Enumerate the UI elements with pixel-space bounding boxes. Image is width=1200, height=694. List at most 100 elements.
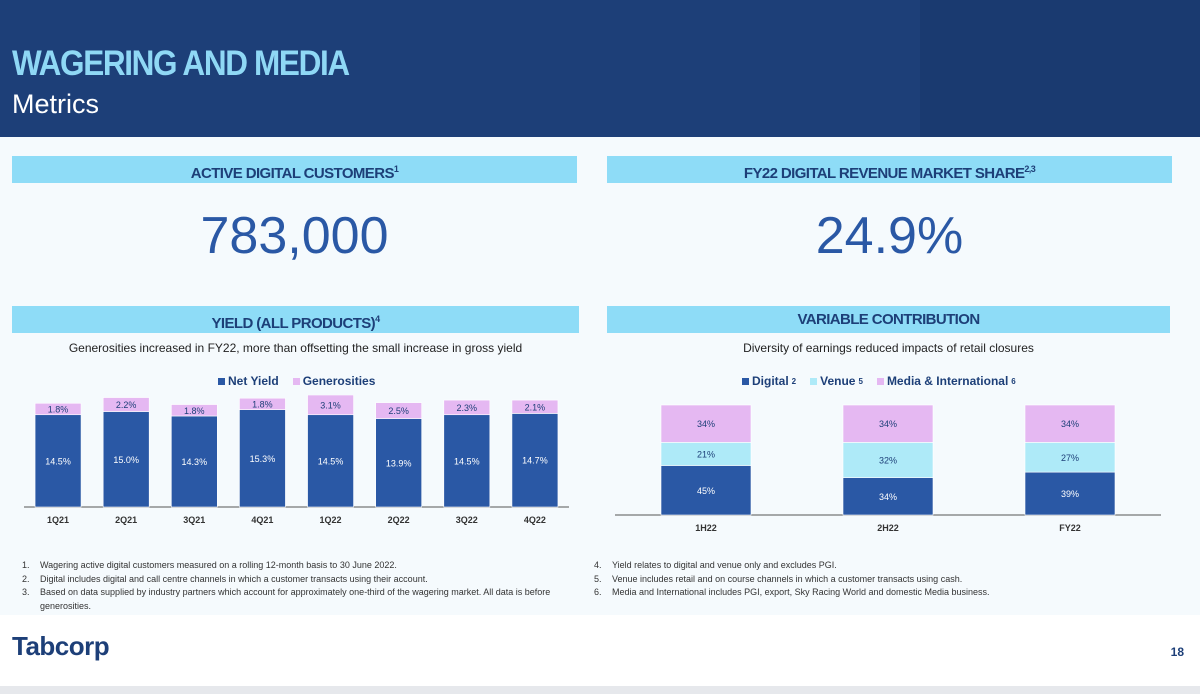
page-title: WAGERING AND MEDIA [12, 44, 350, 83]
bar-generosities-2q21 [102, 397, 150, 412]
legend-media-label: Media & International [886, 374, 1009, 388]
bar-generosities-3q22 [443, 399, 491, 416]
bar-net-yield-4q21 [239, 409, 286, 508]
bar-net-yield-1q21 [34, 414, 82, 508]
tick-label-2h22: 2H22 [877, 523, 899, 533]
legend-venue-label: Venue [820, 374, 856, 388]
bar-net-yield-4q22 [511, 413, 559, 508]
net-yield-swatch [218, 377, 225, 385]
footnote: 4. Yield relates to digital and venue onl… [594, 559, 1184, 573]
data-label-generosities-4q21: 1.8% [252, 399, 273, 409]
yield-label: YIELD (ALL PRODUCTS) [211, 315, 376, 332]
page-number: 18 [1170, 645, 1184, 659]
footnote-number: 5. [594, 573, 602, 584]
footnote-number: 3. [22, 587, 30, 597]
footnote-text: Wagering active digital customers measur… [40, 560, 397, 570]
bar-media-international-fy22 [1024, 404, 1116, 443]
venue-swatch [810, 377, 818, 385]
bar-digital-1h22 [660, 465, 752, 516]
yield-footnote-ref: 4 [375, 314, 380, 324]
footnote-number: 2. [22, 573, 30, 584]
data-label-generosities-2q21: 2.2% [116, 400, 137, 410]
market-share-banner: FY22 DIGITAL REVENUE MARKET SHARE2,3 [607, 156, 1172, 183]
data-label-net-yield-4q22: 14.7% [522, 456, 548, 466]
variable-banner: VARIABLE CONTRIBUTION [607, 306, 1170, 333]
data-label-generosities-2q22: 2.5% [388, 406, 409, 416]
footnote-number: 6. [594, 587, 602, 597]
footnote-text: Media and International includes PGI, ex… [612, 587, 990, 597]
variable-legend: Digital 2 Venue 5 Media & International 6 [742, 374, 1016, 388]
active-customers-footnote-ref: 1 [393, 164, 399, 174]
generosities-swatch [292, 377, 300, 385]
market-share-value: 24.9% [815, 207, 964, 265]
data-label-digital-2h22: 34% [879, 492, 897, 502]
tick-label-fy22: FY22 [1059, 523, 1081, 533]
tick-label-4q22: 4Q22 [524, 515, 546, 525]
tick-label-3q22: 3Q22 [456, 515, 478, 525]
data-label-generosities-4q22: 2.1% [525, 402, 546, 412]
footnotes-right: 4. Yield relates to digital and venue onl… [594, 559, 1184, 600]
yield-legend: Net Yield Generosities [218, 374, 375, 388]
legend-media: Media & International 6 [876, 374, 1016, 388]
bar-digital-fy22 [1024, 471, 1116, 516]
market-share-label: FY22 DIGITAL REVENUE MARKET SHARE [743, 165, 1025, 182]
variable-caption: Diversity of earnings reduced impacts of… [743, 341, 1034, 355]
footnote: 5. Venue includes retail and on course ch… [594, 573, 1184, 587]
tick-label-2q21: 2Q21 [115, 515, 137, 525]
footnote-number: 1. [22, 560, 30, 570]
content-area [0, 137, 1200, 615]
bar-media-international-2h22 [842, 404, 934, 443]
bar-generosities-3q21 [171, 404, 218, 417]
tick-label-1q21: 1Q21 [47, 515, 69, 525]
active-customers-label: ACTIVE DIGITAL CUSTOMERS [190, 165, 395, 182]
variable-label: VARIABLE CONTRIBUTION [797, 311, 980, 328]
legend-net-yield-label: Net Yield [228, 374, 279, 388]
data-label-media-international-2h22: 34% [879, 419, 897, 429]
legend-generosities: Generosities [292, 374, 376, 388]
active-customers-banner: ACTIVE DIGITAL CUSTOMERS1 [12, 156, 577, 183]
yield-caption: Generosities increased in FY22, more tha… [68, 341, 523, 355]
data-label-net-yield-3q21: 14.3% [182, 457, 208, 467]
data-label-net-yield-2q21: 15.0% [113, 455, 139, 465]
bar-net-yield-3q21 [171, 415, 218, 508]
bar-net-yield-2q21 [102, 411, 150, 508]
footnote-number: 4. [594, 560, 602, 570]
bar-generosities-4q22 [511, 399, 559, 414]
data-label-net-yield-2q22: 13.9% [386, 458, 412, 468]
data-label-venue-2h22: 32% [879, 456, 897, 466]
footnote-text: Digital includes digital and call centre… [40, 573, 428, 584]
data-label-media-international-1h22: 34% [697, 419, 715, 429]
data-label-generosities-1q21: 1.8% [48, 405, 69, 415]
bar-generosities-4q21 [239, 397, 286, 410]
data-label-net-yield-1q22: 14.5% [318, 456, 344, 466]
legend-digital-label: Digital [752, 374, 789, 388]
tick-label-4q21: 4Q21 [251, 515, 273, 525]
data-label-digital-1h22: 45% [697, 486, 715, 496]
footer [0, 615, 1200, 694]
bar-venue-fy22 [1024, 442, 1116, 473]
footnote: 1. Wagering active digital customers meas… [22, 559, 592, 573]
legend-venue: Venue 5 [810, 374, 863, 388]
media-swatch [876, 377, 884, 385]
data-label-net-yield-3q22: 14.5% [454, 456, 480, 466]
legend-venue-ref: 5 [858, 376, 863, 386]
active-customers-value: 783,000 [200, 207, 389, 265]
bar-net-yield-2q22 [375, 418, 422, 508]
tick-label-1q22: 1Q22 [320, 515, 342, 525]
data-label-venue-fy22: 27% [1061, 453, 1079, 463]
header-band-right [920, 0, 1200, 137]
header-band [0, 0, 920, 137]
yield-chart: 14.5% 1.8% 1Q21 15.0% 2.2% 2Q21 14.3% 1.8% 3Q21 1… [24, 395, 569, 525]
yield-banner: YIELD (ALL PRODUCTS)4 [12, 306, 579, 333]
tick-label-1h22: 1H22 [695, 523, 717, 533]
legend-generosities-label: Generosities [302, 374, 376, 388]
footnote-text: Yield relates to digital and venue only … [612, 560, 837, 570]
bar-venue-2h22 [842, 442, 934, 478]
data-label-generosities-1q22: 3.1% [320, 400, 341, 410]
bar-media-international-1h22 [660, 404, 752, 443]
page-subtitle: Metrics [12, 89, 99, 119]
tick-label-2q22: 2Q22 [388, 515, 410, 525]
data-label-generosities-3q21: 1.8% [184, 406, 205, 416]
footnote: 6. Media and International includes PGI, … [594, 586, 1184, 600]
legend-media-ref: 6 [1011, 376, 1016, 386]
